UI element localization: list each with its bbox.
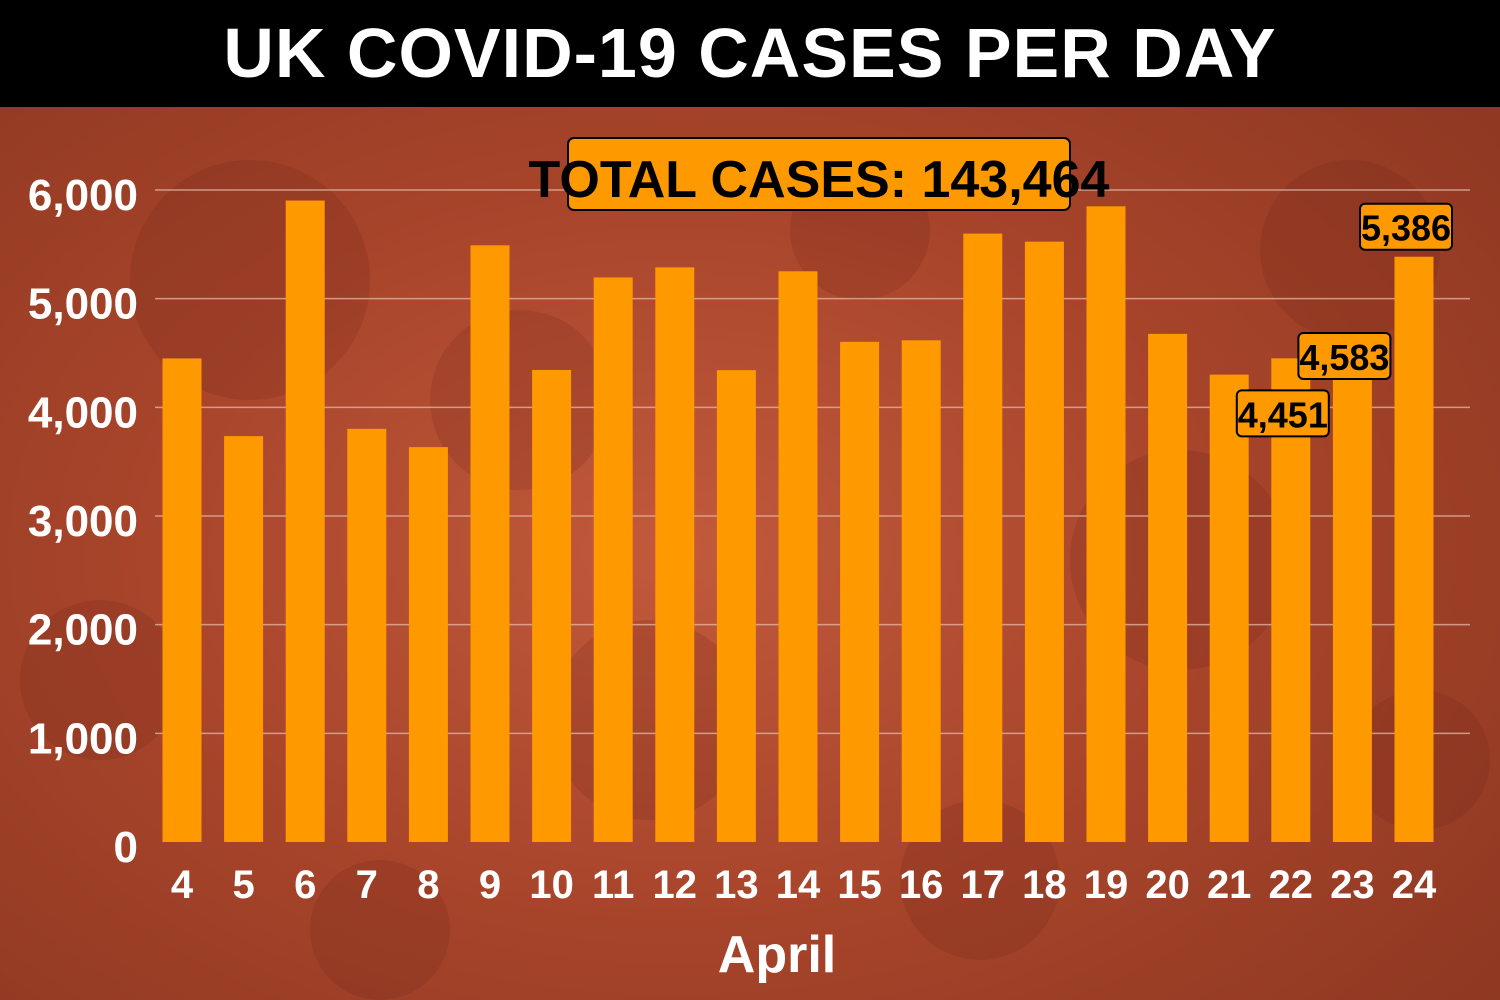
data-label: 4,583 [1297, 331, 1392, 380]
bar [1209, 374, 1249, 842]
data-label-box [1235, 389, 1330, 438]
bars [162, 200, 1434, 843]
x-tick-label: 17 [961, 863, 1006, 907]
bar [1086, 206, 1126, 843]
total-cases-text: TOTAL CASES: 143,464 [529, 151, 1110, 209]
data-label: 4,451 [1235, 389, 1330, 438]
bar [470, 245, 510, 842]
y-tick-label: 6,000 [28, 171, 138, 220]
x-axis-ticks: 4 5 6 7 8 9 10 11 12 13 14 15 16 17 18 19 20 21 22 23 24 [171, 863, 1437, 907]
y-tick-label: 3,000 [28, 497, 138, 546]
x-tick-label: 23 [1330, 863, 1375, 907]
x-tick-label: 16 [899, 863, 944, 907]
bar [655, 267, 695, 842]
data-label-box [1359, 202, 1453, 251]
x-tick-label: 5 [232, 863, 254, 907]
bar [778, 271, 818, 842]
bar [593, 277, 633, 842]
x-tick-label: 13 [714, 863, 759, 907]
x-tick-label: 8 [417, 863, 439, 907]
data-label-text: 4,451 [1238, 394, 1328, 435]
x-tick-label: 6 [294, 863, 316, 907]
bar [1332, 343, 1372, 842]
x-tick-label: 11 [592, 863, 634, 907]
x-tick-label: 20 [1145, 863, 1190, 907]
x-tick-label: 14 [776, 863, 821, 907]
x-tick-label: 4 [171, 863, 194, 907]
y-tick-label: 4,000 [28, 388, 138, 437]
data-label-text: 4,583 [1299, 337, 1389, 378]
total-cases-box [567, 137, 1071, 211]
title-bar [0, 0, 1500, 107]
y-tick-label: 1,000 [28, 714, 138, 763]
bar [963, 233, 1003, 843]
x-tick-label: 24 [1392, 863, 1437, 907]
x-tick-label: 12 [653, 863, 698, 907]
bar [162, 358, 202, 842]
x-axis-label: April [718, 926, 836, 984]
total-cases-annotation: TOTAL CASES: 143,464 [529, 137, 1110, 211]
bar [224, 436, 264, 842]
bar [1024, 241, 1064, 842]
bar [716, 370, 756, 842]
bar [840, 341, 880, 842]
bar [285, 200, 325, 843]
x-tick-label: 22 [1269, 863, 1314, 907]
data-labels: 4,451 4,583 5,386 [1235, 202, 1453, 438]
x-tick-label: 18 [1022, 863, 1067, 907]
data-label-box [1297, 331, 1392, 380]
data-label: 5,386 [1359, 202, 1453, 251]
data-label-text: 5,386 [1361, 208, 1451, 249]
background-blotch [20, 600, 180, 760]
bar [1148, 333, 1188, 842]
y-tick-label: 0 [114, 823, 138, 872]
y-tick-label: 5,000 [28, 280, 138, 329]
background-blotch [310, 860, 450, 1000]
bar [1394, 256, 1434, 843]
bar [1271, 358, 1311, 842]
bar [901, 340, 941, 842]
bar [408, 447, 448, 842]
x-tick-label: 15 [837, 863, 882, 907]
x-tick-label: 19 [1084, 863, 1129, 907]
x-tick-label: 7 [356, 863, 378, 907]
y-axis-ticks: 0 1,000 2,000 3,000 4,000 5,000 6,000 [28, 171, 138, 872]
bar [347, 428, 387, 842]
bar [532, 369, 572, 842]
x-tick-label: 21 [1207, 863, 1252, 907]
x-tick-label: 9 [479, 863, 501, 907]
x-tick-label: 10 [529, 863, 574, 907]
chart-title: UK COVID-19 CASES PER DAY [223, 14, 1277, 92]
y-tick-label: 2,000 [28, 606, 138, 655]
background-blotch [430, 310, 610, 490]
